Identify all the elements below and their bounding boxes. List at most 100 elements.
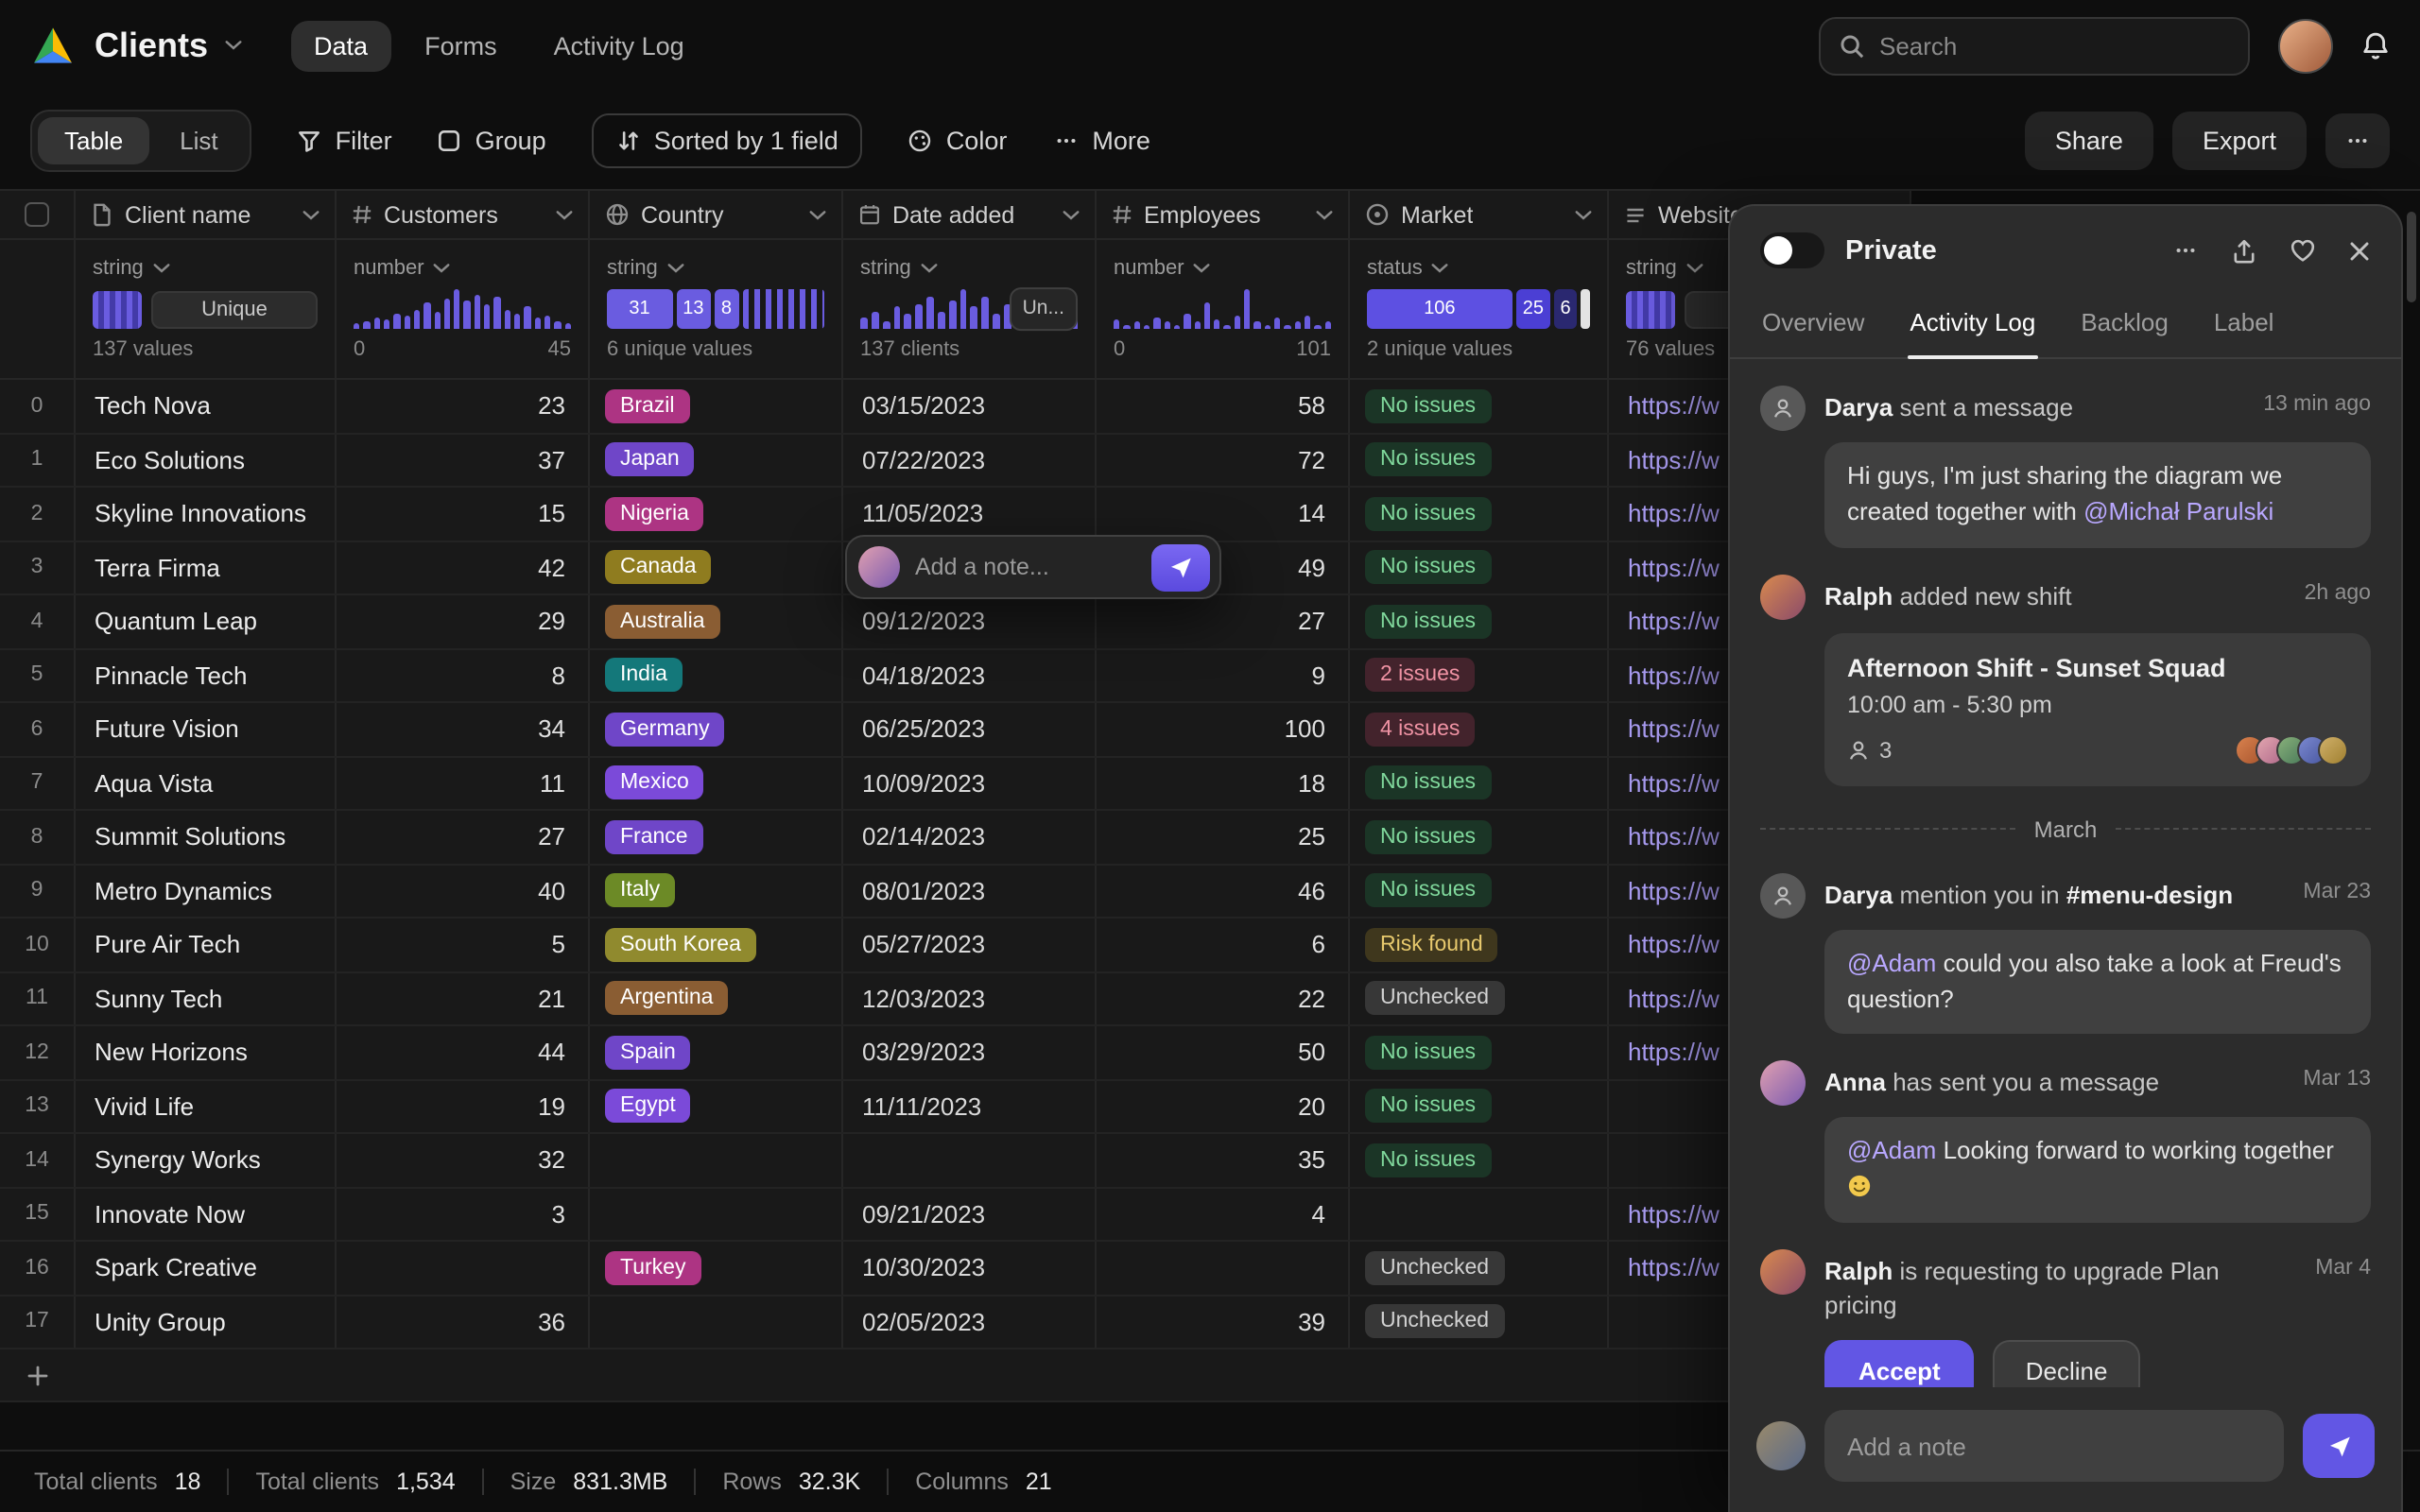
cell-customers[interactable]: 34: [337, 703, 590, 755]
cell-market[interactable]: No issues: [1350, 488, 1609, 540]
cell-date-added[interactable]: 04/18/2023: [843, 649, 1097, 701]
column-header-employees[interactable]: Employees: [1097, 191, 1350, 238]
cell-market[interactable]: Unchecked: [1350, 972, 1609, 1024]
cell-market[interactable]: No issues: [1350, 541, 1609, 593]
cell-customers[interactable]: 40: [337, 865, 590, 917]
cell-employees[interactable]: 14: [1097, 488, 1350, 540]
cell-client-name[interactable]: Metro Dynamics: [76, 865, 337, 917]
panel-tab-overview[interactable]: Overview: [1760, 293, 1866, 357]
cell-client-name[interactable]: Pinnacle Tech: [76, 649, 337, 701]
privacy-toggle[interactable]: [1760, 232, 1824, 268]
add-note-input[interactable]: [1824, 1410, 2284, 1482]
search-input[interactable]: [1879, 31, 2229, 60]
cell-employees[interactable]: 25: [1097, 811, 1350, 863]
cell-employees[interactable]: 6: [1097, 919, 1350, 971]
cell-customers[interactable]: 11: [337, 757, 590, 809]
cell-client-name[interactable]: Innovate Now: [76, 1188, 337, 1240]
row-index[interactable]: 5: [0, 649, 76, 701]
cell-date-added[interactable]: 09/21/2023: [843, 1188, 1097, 1240]
cell-client-name[interactable]: Aqua Vista: [76, 757, 337, 809]
top-tab-data[interactable]: Data: [291, 20, 391, 71]
row-index[interactable]: 9: [0, 865, 76, 917]
cell-market[interactable]: No issues: [1350, 757, 1609, 809]
cell-country[interactable]: Egypt: [590, 1080, 843, 1132]
cell-employees[interactable]: 100: [1097, 703, 1350, 755]
row-index[interactable]: 17: [0, 1296, 76, 1348]
row-index[interactable]: 16: [0, 1242, 76, 1294]
toolbar-color-button[interactable]: Color: [908, 126, 1007, 154]
cell-country[interactable]: Nigeria: [590, 488, 843, 540]
chevron-down-icon[interactable]: [225, 40, 242, 51]
column-header-market[interactable]: Market: [1350, 191, 1609, 238]
favorite-heart-icon[interactable]: [2290, 238, 2316, 263]
cell-client-name[interactable]: Sunny Tech: [76, 972, 337, 1024]
cell-client-name[interactable]: New Horizons: [76, 1026, 337, 1078]
add-row-button[interactable]: [0, 1349, 1911, 1402]
cell-date-added[interactable]: [843, 1134, 1097, 1186]
cell-customers[interactable]: 32: [337, 1134, 590, 1186]
row-index[interactable]: 11: [0, 972, 76, 1024]
cell-market[interactable]: No issues: [1350, 380, 1609, 432]
cell-market[interactable]: Unchecked: [1350, 1242, 1609, 1294]
row-index[interactable]: 12: [0, 1026, 76, 1078]
cell-date-added[interactable]: 03/15/2023: [843, 380, 1097, 432]
toolbar-group-button[interactable]: Group: [438, 126, 546, 154]
user-avatar[interactable]: [2278, 18, 2333, 73]
cell-employees[interactable]: 4: [1097, 1188, 1350, 1240]
cell-customers[interactable]: 3: [337, 1188, 590, 1240]
cell-country[interactable]: [590, 1188, 843, 1240]
cell-client-name[interactable]: Summit Solutions: [76, 811, 337, 863]
row-index[interactable]: 7: [0, 757, 76, 809]
field-type-dropdown[interactable]: number: [354, 257, 571, 280]
panel-tab-backlog[interactable]: Backlog: [2079, 293, 2170, 357]
cell-employees[interactable]: 9: [1097, 649, 1350, 701]
cell-customers[interactable]: 19: [337, 1080, 590, 1132]
field-type-dropdown[interactable]: string: [607, 257, 824, 280]
cell-employees[interactable]: 39: [1097, 1296, 1350, 1348]
note-popover[interactable]: Add a note...: [845, 535, 1221, 599]
cell-customers[interactable]: 27: [337, 811, 590, 863]
top-tab-forms[interactable]: Forms: [402, 20, 520, 71]
cell-customers[interactable]: 42: [337, 541, 590, 593]
notifications-bell-icon[interactable]: [2361, 30, 2390, 60]
cell-website[interactable]: https://w: [1609, 1242, 1911, 1294]
scrollbar-thumb[interactable]: [2407, 212, 2416, 302]
cell-date-added[interactable]: 10/30/2023: [843, 1242, 1097, 1294]
more-options-icon[interactable]: [2172, 238, 2199, 263]
cell-country[interactable]: Brazil: [590, 380, 843, 432]
cell-country[interactable]: [590, 1134, 843, 1186]
cell-date-added[interactable]: 02/14/2023: [843, 811, 1097, 863]
cell-customers[interactable]: 36: [337, 1296, 590, 1348]
panel-tab-activity-log[interactable]: Activity Log: [1908, 293, 2039, 359]
toolbar-share-button[interactable]: Share: [2024, 111, 2153, 169]
cell-client-name[interactable]: Quantum Leap: [76, 595, 337, 647]
cell-country[interactable]: Mexico: [590, 757, 843, 809]
cell-market[interactable]: No issues: [1350, 595, 1609, 647]
cell-market[interactable]: No issues: [1350, 1134, 1609, 1186]
toolbar-more-button[interactable]: More: [1052, 126, 1150, 154]
cell-market[interactable]: No issues: [1350, 1026, 1609, 1078]
cell-employees[interactable]: 22: [1097, 972, 1350, 1024]
cell-country[interactable]: Italy: [590, 865, 843, 917]
cell-market[interactable]: 4 issues: [1350, 703, 1609, 755]
cell-date-added[interactable]: 09/12/2023: [843, 595, 1097, 647]
top-tab-activity-log[interactable]: Activity Log: [531, 20, 707, 71]
field-type-dropdown[interactable]: string: [1626, 257, 1893, 280]
cell-website[interactable]: https://w: [1609, 757, 1911, 809]
cell-market[interactable]: No issues: [1350, 865, 1609, 917]
cell-client-name[interactable]: Terra Firma: [76, 541, 337, 593]
cell-market[interactable]: Unchecked: [1350, 1296, 1609, 1348]
cell-employees[interactable]: 50: [1097, 1026, 1350, 1078]
cell-market[interactable]: No issues: [1350, 434, 1609, 486]
row-index[interactable]: 4: [0, 595, 76, 647]
row-index[interactable]: 0: [0, 380, 76, 432]
column-header-date-added[interactable]: Date added: [843, 191, 1097, 238]
toolbar-ellipsis-button[interactable]: [2325, 112, 2390, 167]
row-index[interactable]: 3: [0, 541, 76, 593]
cell-client-name[interactable]: Unity Group: [76, 1296, 337, 1348]
cell-date-added[interactable]: 05/27/2023: [843, 919, 1097, 971]
cell-employees[interactable]: 20: [1097, 1080, 1350, 1132]
cell-client-name[interactable]: Vivid Life: [76, 1080, 337, 1132]
cell-client-name[interactable]: Skyline Innovations: [76, 488, 337, 540]
row-index[interactable]: 13: [0, 1080, 76, 1132]
